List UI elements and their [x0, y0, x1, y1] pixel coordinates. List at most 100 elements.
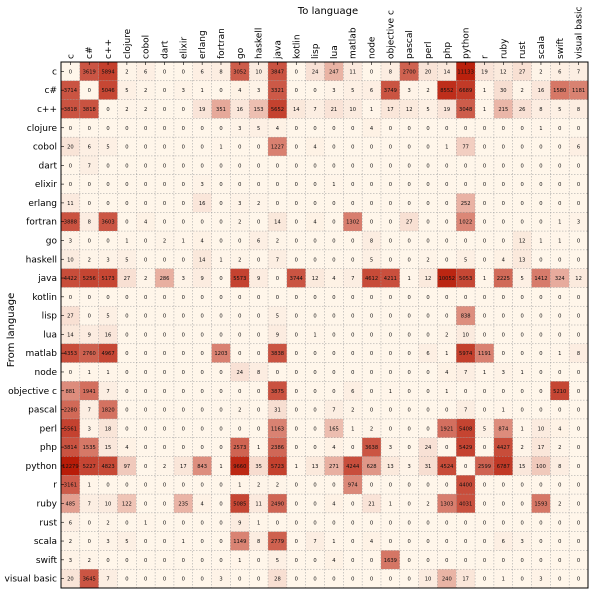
heatmap-cell — [418, 80, 438, 100]
cell-value-label: 838 — [461, 314, 471, 320]
heatmap-cell — [249, 531, 269, 551]
heatmap-cell — [380, 306, 400, 325]
cell-value-label: 1 — [257, 520, 260, 526]
heatmap-cell — [399, 362, 419, 382]
cell-value-label: 0 — [238, 332, 241, 338]
heatmap-cell — [155, 231, 174, 250]
cell-value-label: 8 — [558, 464, 561, 470]
cell-value-label: 0 — [558, 163, 561, 169]
cell-value-label: 0 — [125, 558, 128, 564]
cell-value-label: 1593 — [534, 501, 547, 507]
heatmap-cell — [211, 400, 231, 419]
cell-value-label: 0 — [445, 483, 448, 489]
heatmap-cell — [456, 456, 476, 476]
cell-value-label: 4524 — [440, 464, 454, 470]
cell-value-label: 0 — [502, 558, 505, 564]
heatmap-cell — [380, 418, 400, 438]
heatmap-cell — [249, 212, 269, 232]
cell-value-label: 0 — [577, 426, 580, 432]
heatmap-cell — [305, 381, 325, 401]
heatmap-cell — [268, 400, 287, 419]
heatmap-cell — [192, 531, 212, 551]
heatmap-cell — [305, 494, 325, 513]
heatmap-cell — [324, 456, 344, 476]
heatmap-cell — [343, 287, 363, 307]
column-tick-label: visual basic — [575, 6, 585, 59]
cell-value-label: 0 — [408, 201, 411, 207]
heatmap-cell — [399, 118, 419, 138]
heatmap-cell — [493, 137, 513, 156]
cell-value-label: 122 — [122, 501, 132, 507]
heatmap-cell — [286, 249, 306, 269]
heatmap-cell — [155, 475, 174, 495]
row-tick-label: scala — [34, 537, 57, 547]
cell-value-label: 1 — [125, 238, 128, 244]
cell-value-label: 7 — [106, 577, 109, 583]
heatmap-cell — [211, 494, 231, 513]
heatmap-cell — [380, 512, 400, 532]
column-tick-label: r — [480, 55, 490, 59]
cell-value-label: 1 — [389, 389, 392, 395]
cell-value-label: 0 — [257, 389, 260, 395]
heatmap-cell — [173, 80, 193, 100]
cell-value-label: 1639 — [384, 558, 397, 564]
heatmap-cell — [531, 155, 551, 175]
heatmap-cell — [380, 550, 400, 570]
cell-value-label: 0 — [125, 145, 128, 151]
heatmap-cell — [230, 531, 250, 551]
cell-value-label: 0 — [520, 389, 523, 395]
cell-value-label: 351 — [216, 107, 226, 113]
heatmap-cell — [343, 118, 363, 138]
cell-value-label: 0 — [295, 539, 298, 545]
heatmap-cell — [324, 512, 344, 532]
heatmap-cell — [79, 531, 99, 551]
heatmap-cell — [230, 325, 250, 344]
heatmap-cell — [399, 512, 419, 532]
cell-value-label: 0 — [163, 257, 166, 263]
cell-value-label: 2 — [144, 276, 147, 282]
heatmap-cell — [437, 118, 457, 138]
cell-value-label: 0 — [313, 408, 316, 414]
heatmap-cell — [305, 362, 325, 382]
heatmap-cell — [61, 362, 80, 382]
heatmap-cell — [268, 381, 287, 401]
cell-value-label: 0 — [144, 558, 147, 564]
cell-value-label: 15 — [519, 464, 526, 470]
cell-value-label: 0 — [426, 220, 429, 226]
cell-value-label: 3 — [106, 257, 109, 263]
cell-value-label: 0 — [445, 257, 448, 263]
cell-value-label: 4 — [558, 426, 562, 432]
cell-value-label: 7 — [464, 370, 467, 376]
cell-value-label: 0 — [163, 107, 166, 113]
heatmap-grid — [61, 62, 588, 588]
cell-value-label: 0 — [520, 577, 523, 583]
heatmap-cell — [173, 193, 193, 213]
heatmap-cell — [286, 174, 306, 194]
heatmap-cell — [230, 437, 250, 457]
cell-value-label: 6 — [351, 389, 354, 395]
heatmap-cell — [61, 512, 80, 532]
heatmap-cell — [117, 362, 137, 382]
cell-value-label: 0 — [219, 539, 222, 545]
heatmap-cell — [343, 306, 363, 325]
cell-value-label: 31 — [274, 408, 281, 414]
heatmap-cell — [136, 155, 156, 175]
cell-value-label: 3 — [577, 220, 580, 226]
heatmap-cell — [550, 325, 570, 344]
heatmap-cell — [230, 231, 250, 250]
heatmap-cell — [550, 418, 570, 438]
heatmap-cell — [117, 437, 137, 457]
heatmap-cell — [268, 287, 287, 307]
heatmap-cell — [569, 306, 588, 325]
cell-value-label: 0 — [163, 501, 166, 507]
cell-value-label: 10052 — [439, 276, 456, 282]
cell-value-label: 0 — [332, 483, 335, 489]
cell-value-label: 2490 — [271, 501, 284, 507]
cell-value-label: 0 — [313, 201, 316, 207]
cell-value-label: 0 — [577, 201, 580, 207]
cell-value-label: 0 — [163, 426, 166, 432]
cell-value-label: 6 — [370, 88, 373, 94]
column-tick-label: kotlin — [292, 34, 302, 59]
heatmap-cell — [155, 249, 174, 269]
heatmap-cell — [493, 174, 513, 194]
